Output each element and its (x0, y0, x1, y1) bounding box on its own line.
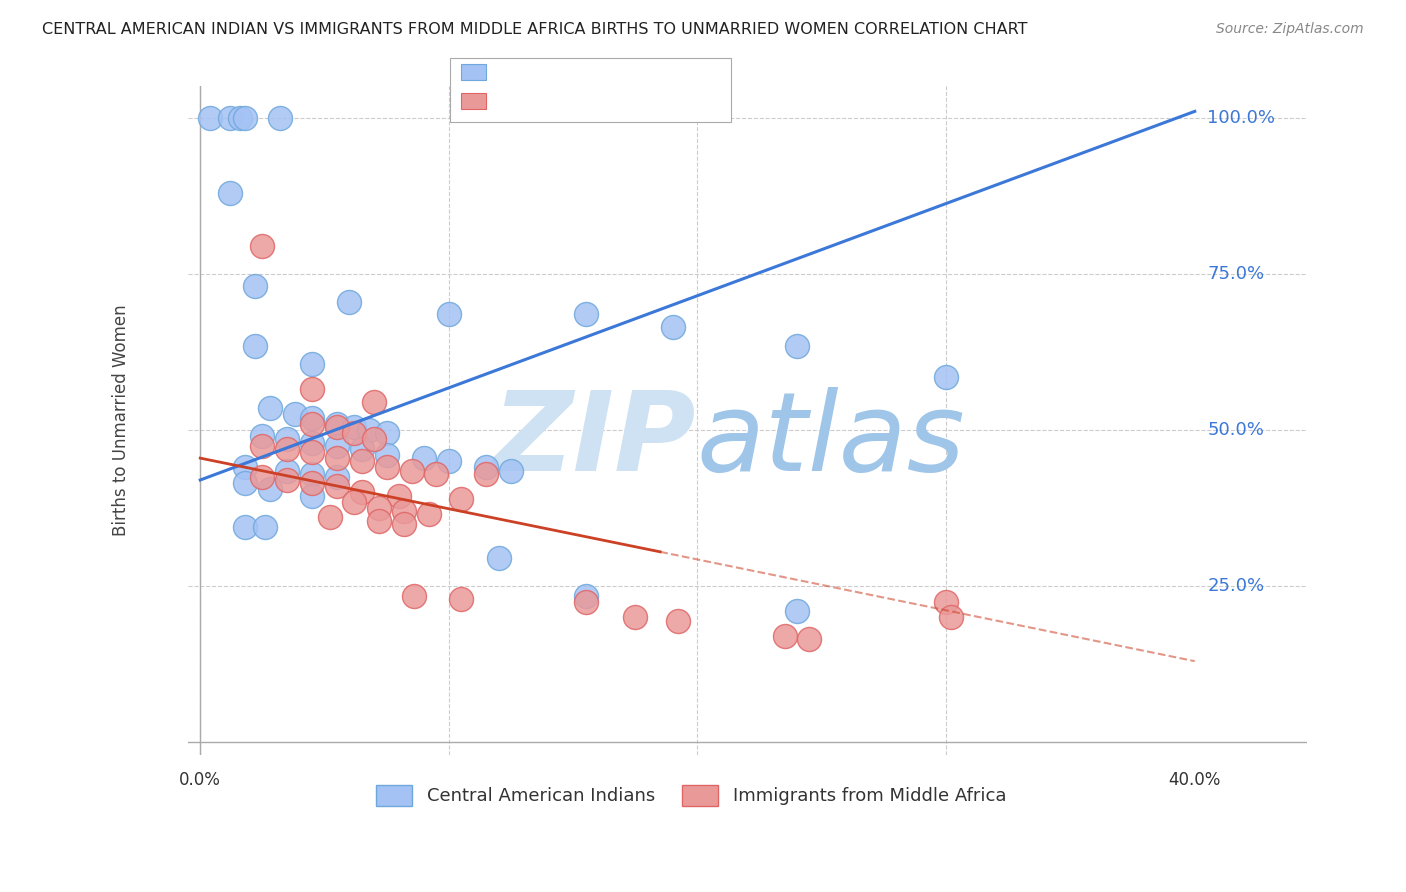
Point (666, 614, 689, 628)
Text: 50.0%: 50.0% (1208, 421, 1264, 439)
Point (301, 410, 323, 425)
Point (392, 516, 415, 531)
Point (363, 395, 385, 409)
Text: R =  0.635   N = 51: R = 0.635 N = 51 (495, 63, 685, 81)
Point (243, 339, 266, 353)
Point (375, 448, 398, 462)
Point (276, 473, 298, 487)
Point (276, 442, 298, 456)
Point (326, 439, 349, 453)
Point (450, 591, 472, 606)
Text: 75.0%: 75.0% (1208, 265, 1264, 283)
Point (799, 632, 821, 647)
Point (326, 420, 349, 434)
Point (326, 479, 349, 493)
Point (233, 460, 256, 475)
Point (575, 595, 598, 609)
Text: R = -0.239   N = 41: R = -0.239 N = 41 (495, 92, 685, 110)
Point (343, 495, 366, 509)
Point (786, 339, 808, 353)
Point (229, 111, 252, 125)
Point (773, 629, 796, 643)
Point (276, 433, 298, 447)
Point (363, 433, 385, 447)
Point (252, 429, 274, 443)
Point (219, 111, 242, 125)
Point (318, 510, 340, 524)
Point (301, 476, 323, 491)
Point (624, 610, 647, 624)
Point (339, 294, 361, 309)
Point (326, 417, 349, 431)
Point (475, 460, 498, 475)
Point (388, 489, 411, 503)
Point (301, 417, 323, 431)
Point (375, 426, 398, 441)
Text: Source: ZipAtlas.com: Source: ZipAtlas.com (1216, 22, 1364, 37)
Point (276, 464, 298, 478)
Point (343, 426, 366, 441)
Point (198, 111, 221, 125)
Point (252, 238, 274, 252)
Point (233, 111, 256, 125)
Point (259, 401, 281, 416)
Text: 25.0%: 25.0% (1208, 577, 1264, 595)
Point (253, 520, 276, 534)
Point (233, 520, 256, 534)
Point (301, 489, 323, 503)
Point (252, 439, 274, 453)
Point (252, 470, 274, 484)
Point (259, 483, 281, 497)
Point (418, 508, 440, 522)
Point (284, 408, 307, 422)
Point (350, 454, 373, 468)
Point (368, 501, 391, 516)
Point (350, 485, 373, 500)
Point (935, 595, 957, 609)
Point (425, 467, 447, 481)
Point (359, 423, 381, 437)
Point (368, 514, 391, 528)
Point (301, 445, 323, 459)
Legend: Central American Indians, Immigrants from Middle Africa: Central American Indians, Immigrants fro… (370, 778, 1014, 813)
Point (219, 186, 242, 200)
Point (301, 358, 323, 372)
Point (233, 476, 256, 491)
Point (392, 504, 415, 518)
Text: CENTRAL AMERICAN INDIAN VS IMMIGRANTS FROM MIDDLE AFRICA BIRTHS TO UNMARRIED WOM: CENTRAL AMERICAN INDIAN VS IMMIGRANTS FR… (42, 22, 1028, 37)
Text: Births to Unmarried Women: Births to Unmarried Women (111, 305, 129, 536)
Point (661, 319, 683, 334)
Text: 0.0%: 0.0% (180, 771, 221, 789)
Point (375, 460, 398, 475)
Point (301, 383, 323, 397)
Point (475, 467, 498, 481)
Point (939, 610, 962, 624)
Text: atlas: atlas (697, 387, 966, 494)
Point (326, 451, 349, 466)
Point (786, 604, 808, 618)
Text: ZIP: ZIP (494, 387, 697, 494)
Point (575, 307, 598, 321)
Point (269, 111, 291, 125)
Point (243, 279, 266, 293)
Point (437, 454, 460, 468)
Text: 100.0%: 100.0% (1208, 109, 1275, 127)
Point (575, 589, 598, 603)
Point (301, 467, 323, 481)
Point (401, 464, 423, 478)
Point (326, 470, 349, 484)
Point (488, 551, 510, 566)
Point (402, 589, 425, 603)
Point (413, 451, 436, 466)
Point (301, 435, 323, 450)
Point (499, 464, 522, 478)
Point (350, 442, 373, 456)
Point (450, 491, 472, 506)
Point (437, 307, 460, 321)
Point (343, 420, 366, 434)
Point (935, 370, 957, 384)
Text: 40.0%: 40.0% (1168, 771, 1220, 789)
